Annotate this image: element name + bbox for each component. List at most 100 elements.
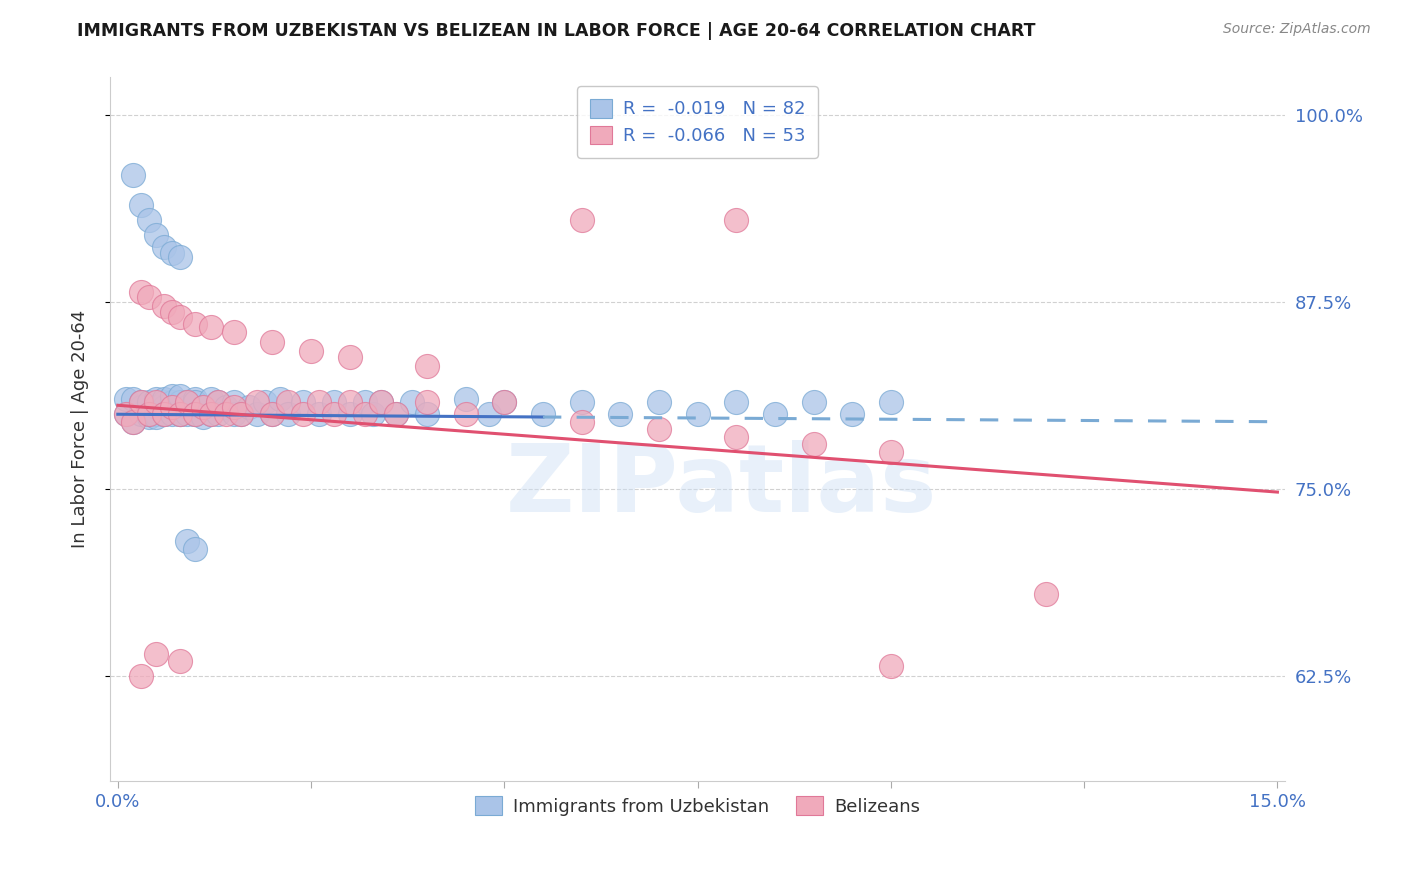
- Point: [231, 407, 253, 421]
- Point: [160, 400, 183, 414]
- Point: [571, 415, 593, 429]
- Point: [454, 407, 477, 421]
- Point: [169, 407, 191, 421]
- Point: [215, 400, 238, 414]
- Point: [138, 212, 160, 227]
- Point: [323, 407, 346, 421]
- Point: [191, 400, 214, 414]
- Point: [145, 410, 167, 425]
- Point: [176, 395, 198, 409]
- Point: [153, 407, 176, 421]
- Point: [160, 245, 183, 260]
- Point: [841, 407, 863, 421]
- Point: [222, 400, 245, 414]
- Point: [176, 400, 198, 414]
- Point: [1035, 587, 1057, 601]
- Point: [160, 389, 183, 403]
- Point: [114, 407, 136, 421]
- Point: [153, 395, 176, 409]
- Point: [222, 407, 245, 421]
- Point: [308, 407, 330, 421]
- Point: [323, 395, 346, 409]
- Point: [184, 407, 207, 421]
- Point: [222, 325, 245, 339]
- Point: [763, 407, 786, 421]
- Point: [292, 407, 315, 421]
- Point: [176, 534, 198, 549]
- Point: [246, 395, 269, 409]
- Point: [184, 318, 207, 332]
- Point: [454, 392, 477, 407]
- Point: [725, 430, 748, 444]
- Point: [153, 300, 176, 314]
- Point: [184, 392, 207, 407]
- Point: [207, 407, 229, 421]
- Point: [686, 407, 709, 421]
- Point: [160, 305, 183, 319]
- Text: IMMIGRANTS FROM UZBEKISTAN VS BELIZEAN IN LABOR FORCE | AGE 20-64 CORRELATION CH: IMMIGRANTS FROM UZBEKISTAN VS BELIZEAN I…: [77, 22, 1036, 40]
- Point: [361, 407, 384, 421]
- Point: [339, 407, 361, 421]
- Point: [114, 392, 136, 407]
- Point: [200, 407, 222, 421]
- Point: [416, 359, 439, 374]
- Point: [153, 400, 176, 414]
- Legend: Immigrants from Uzbekistan, Belizeans: Immigrants from Uzbekistan, Belizeans: [465, 788, 929, 825]
- Point: [478, 407, 501, 421]
- Point: [160, 400, 183, 414]
- Point: [416, 395, 439, 409]
- Point: [145, 227, 167, 242]
- Point: [416, 407, 439, 421]
- Point: [200, 320, 222, 334]
- Point: [269, 392, 291, 407]
- Point: [803, 395, 825, 409]
- Point: [292, 395, 315, 409]
- Point: [153, 407, 176, 421]
- Point: [262, 407, 284, 421]
- Point: [145, 392, 167, 407]
- Point: [246, 407, 269, 421]
- Point: [200, 392, 222, 407]
- Point: [191, 410, 214, 425]
- Point: [725, 395, 748, 409]
- Point: [385, 407, 408, 421]
- Point: [122, 415, 145, 429]
- Point: [138, 410, 160, 425]
- Point: [129, 285, 152, 299]
- Point: [129, 395, 152, 409]
- Point: [153, 239, 176, 253]
- Point: [215, 407, 238, 421]
- Point: [401, 395, 423, 409]
- Point: [571, 212, 593, 227]
- Point: [370, 395, 392, 409]
- Point: [129, 407, 152, 421]
- Point: [609, 407, 631, 421]
- Point: [160, 407, 183, 421]
- Point: [299, 344, 322, 359]
- Point: [169, 407, 191, 421]
- Point: [138, 395, 160, 409]
- Point: [122, 392, 145, 407]
- Point: [531, 407, 554, 421]
- Point: [145, 400, 167, 414]
- Point: [339, 351, 361, 365]
- Point: [880, 444, 903, 458]
- Point: [880, 395, 903, 409]
- Point: [277, 407, 299, 421]
- Point: [129, 197, 152, 211]
- Point: [262, 335, 284, 350]
- Point: [231, 407, 253, 421]
- Point: [138, 407, 160, 421]
- Point: [354, 395, 377, 409]
- Point: [200, 407, 222, 421]
- Point: [880, 658, 903, 673]
- Point: [138, 291, 160, 305]
- Point: [207, 395, 229, 409]
- Point: [238, 400, 260, 414]
- Text: Source: ZipAtlas.com: Source: ZipAtlas.com: [1223, 22, 1371, 37]
- Point: [370, 395, 392, 409]
- Point: [222, 395, 245, 409]
- Point: [114, 407, 136, 421]
- Point: [184, 407, 207, 421]
- Point: [308, 395, 330, 409]
